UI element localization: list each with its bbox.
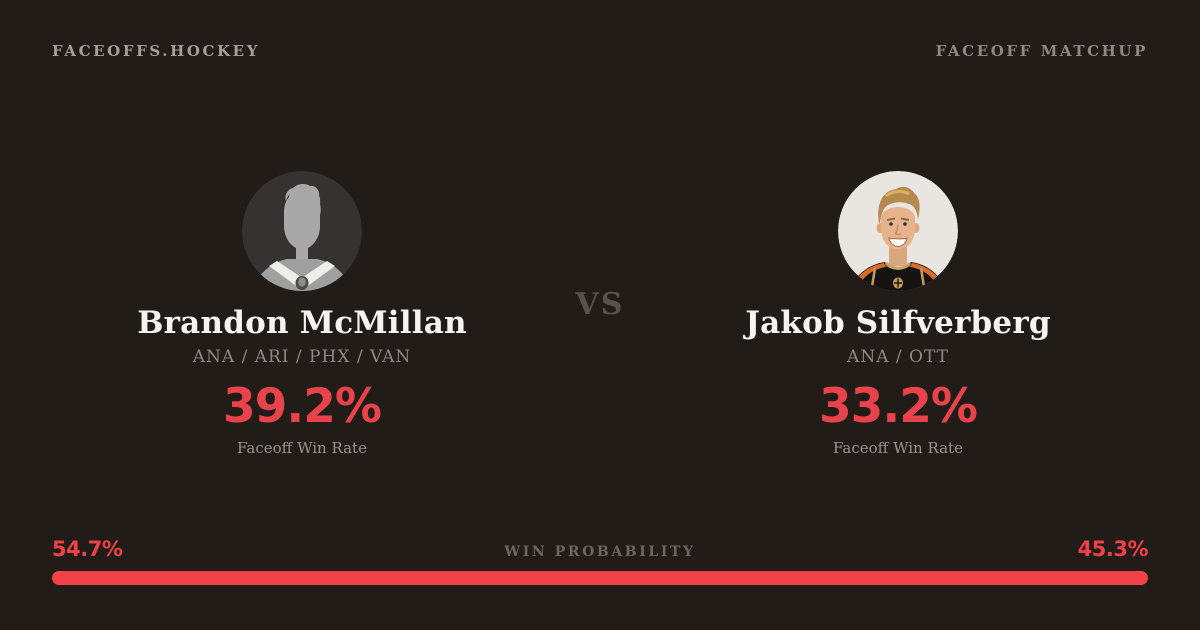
player-card-left: Brandon McMillan ANA / ARI / PHX / VAN 3… bbox=[102, 171, 502, 457]
player-teams: ANA / ARI / PHX / VAN bbox=[192, 347, 412, 368]
site-brand: FACEOFFS.HOCKEY bbox=[52, 42, 261, 60]
player-faceoff-win-rate: 33.2% bbox=[818, 379, 978, 435]
player-headshot-icon bbox=[838, 171, 958, 291]
win-prob-right-segment bbox=[651, 571, 1148, 585]
player-card-right: Jakob Silfverberg ANA / OTT 33.2% Faceof… bbox=[698, 171, 1098, 457]
win-rate-label: Faceoff Win Rate bbox=[237, 439, 367, 458]
win-prob-right-value: 45.3% bbox=[1077, 537, 1149, 561]
player-avatar-silhouette-icon bbox=[242, 171, 362, 291]
page-title: FACEOFF MATCHUP bbox=[935, 42, 1148, 60]
win-rate-label: Faceoff Win Rate bbox=[833, 439, 963, 458]
player-name: Jakob Silfverberg bbox=[745, 305, 1051, 341]
vs-label: VS bbox=[575, 287, 625, 322]
player-name: Brandon McMillan bbox=[137, 305, 467, 341]
win-prob-left-segment bbox=[52, 571, 652, 585]
player-teams: ANA / OTT bbox=[847, 347, 949, 368]
player-faceoff-win-rate: 39.2% bbox=[222, 379, 382, 435]
win-prob-left-value: 54.7% bbox=[52, 537, 123, 561]
win-probability-bar bbox=[52, 571, 1148, 585]
win-probability-label: WIN PROBABILITY bbox=[504, 544, 696, 560]
